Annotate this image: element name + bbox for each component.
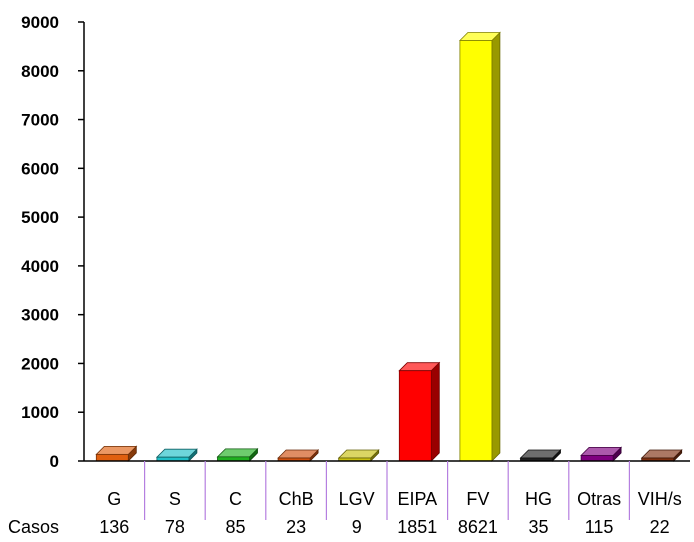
bar-lgv [337, 449, 380, 462]
bar-front [580, 454, 614, 462]
bar-otras [580, 446, 623, 462]
x-category-label: ChB [279, 489, 314, 509]
table-value: 9 [352, 517, 362, 537]
bars-group [95, 31, 683, 462]
x-category-label: VIH/s [638, 489, 682, 509]
data-table: Casos G 136 S 78 C 85 ChB 23 LGV 9 EIPA 1851 FV 8621 H… [8, 489, 682, 537]
table-value: 22 [650, 517, 670, 537]
y-tick-label: 9000 [21, 13, 59, 32]
x-category-label: EIPA [397, 489, 437, 509]
bar-side [491, 31, 501, 462]
y-tick-label: 1000 [21, 403, 59, 422]
y-tick-label: 5000 [21, 208, 59, 227]
x-category-label: LGV [339, 489, 375, 509]
bar-g [95, 445, 138, 462]
table-value: 35 [528, 517, 548, 537]
bar-front [398, 370, 432, 462]
y-tick-label: 2000 [21, 354, 59, 373]
table-value: 8621 [458, 517, 498, 537]
x-category-label: FV [466, 489, 489, 509]
bar-eipa [398, 361, 441, 462]
table-value: 23 [286, 517, 306, 537]
x-category-label: S [169, 489, 181, 509]
x-category-label: G [107, 489, 121, 509]
table-value: 85 [225, 517, 245, 537]
bar-chb [277, 449, 320, 462]
bar-hg [519, 449, 562, 462]
table-value: 78 [165, 517, 185, 537]
table-value: 1851 [397, 517, 437, 537]
bar-front [459, 40, 493, 462]
table-value: 115 [585, 517, 614, 537]
x-category-label: C [229, 489, 242, 509]
y-tick-label: 3000 [21, 306, 59, 325]
bar-side [430, 361, 440, 462]
table-value: 136 [99, 517, 129, 537]
y-tick-label: 8000 [21, 62, 59, 81]
y-tick-label: 0 [50, 452, 59, 471]
y-tick-label: 4000 [21, 257, 59, 276]
bar-s [155, 448, 198, 462]
y-tick-label: 6000 [21, 159, 59, 178]
bar-front [95, 453, 129, 462]
table-row-label: Casos [8, 517, 59, 537]
x-category-label: Otras [577, 489, 621, 509]
bar-c [216, 447, 259, 462]
bar-fv [458, 31, 501, 462]
y-axis: 0 1000 2000 3000 4000 5000 6000 7000 8000 9000 [21, 13, 85, 471]
y-tick-label: 7000 [21, 111, 59, 130]
x-category-label: HG [525, 489, 552, 509]
x-axis [84, 460, 690, 520]
bar-vih-s [640, 449, 683, 462]
